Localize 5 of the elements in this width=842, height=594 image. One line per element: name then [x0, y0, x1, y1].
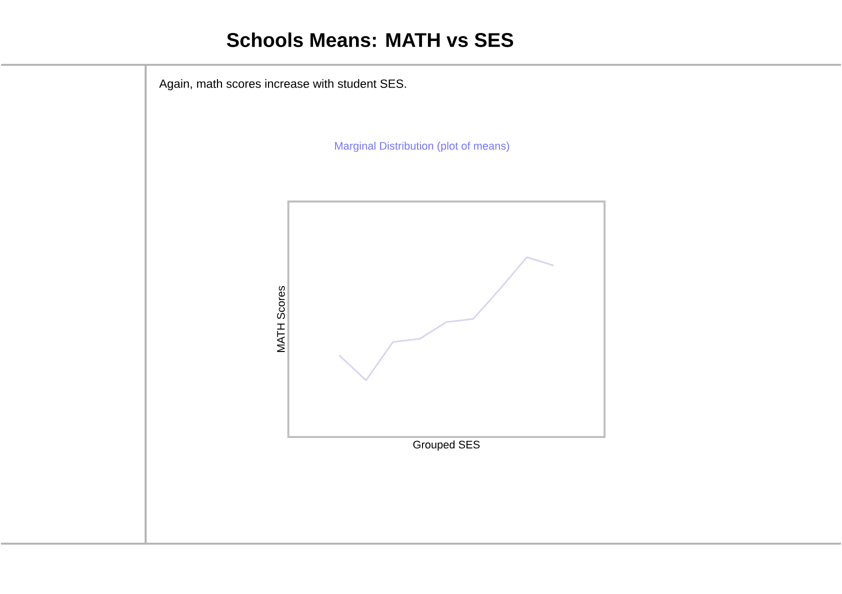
chart-subtitle: Again, math scores increase with student SES.	[159, 79, 406, 90]
x-axis-title: Grouped SES	[413, 440, 480, 451]
text: Marginal Distribution (plot of means)	[335, 142, 510, 152]
y-axis-title: MATH Scores	[277, 286, 285, 352]
chart-title: Schools Means: MATH vs SES	[226, 32, 514, 48]
